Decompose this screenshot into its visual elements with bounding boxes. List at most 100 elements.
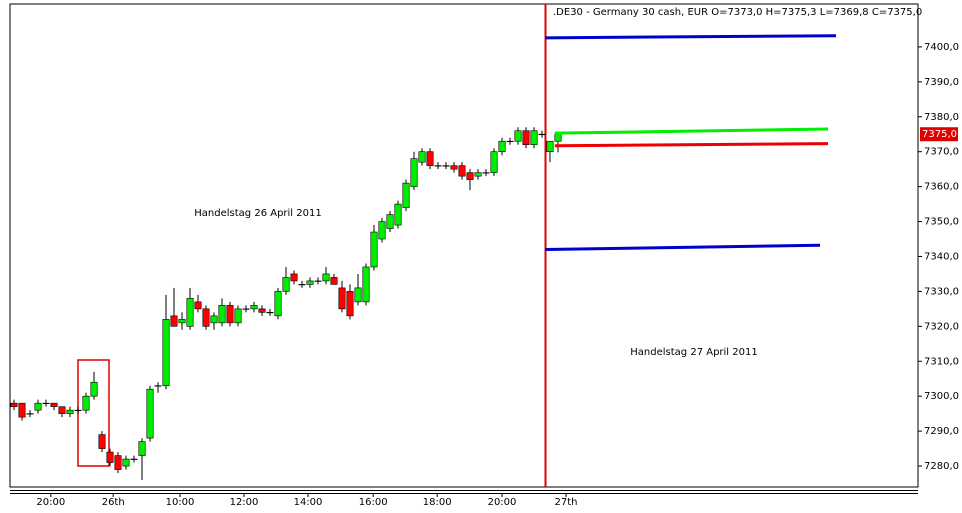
x-tick-label: 20:00 (488, 497, 517, 508)
candle-body (450, 165, 458, 170)
candle-body (130, 458, 138, 460)
candle-body (50, 402, 58, 407)
candle-body (330, 277, 338, 285)
candle-body (146, 388, 154, 439)
candle-body (194, 301, 202, 310)
candle-body (226, 305, 234, 324)
candle-body (514, 130, 522, 142)
level-line (554, 142, 829, 148)
y-tick-label: 7390,0 (924, 77, 959, 88)
candle-body (498, 140, 506, 152)
candle-body (298, 284, 306, 286)
candle-body (258, 308, 266, 313)
candle-body (162, 319, 170, 387)
candle-body (474, 172, 482, 177)
y-tick-label: 7330,0 (924, 286, 959, 297)
y-tick-label: 7350,0 (924, 217, 959, 228)
candle-body (138, 441, 146, 456)
annotation: Handelstag 26 April 2011 (194, 208, 321, 219)
candle-body (370, 231, 378, 268)
candle-body (122, 458, 130, 467)
candle-body (178, 319, 186, 324)
candle-body (538, 133, 546, 136)
x-tick-label: 18:00 (423, 497, 452, 508)
candle-body (314, 280, 322, 282)
annotation: Handelstag 27 April 2011 (630, 347, 757, 358)
candle-body (354, 287, 362, 303)
x-tick-label: 14:00 (294, 497, 323, 508)
candle-body (242, 308, 250, 310)
y-tick-label: 7340,0 (924, 251, 959, 262)
candle-body (546, 140, 554, 152)
candle-body (402, 182, 410, 208)
last-price-label: 7375,0 (922, 129, 957, 140)
candle-body (442, 165, 450, 167)
y-tick-label: 7310,0 (924, 356, 959, 367)
candle-body (186, 298, 194, 327)
candle-body (82, 395, 90, 411)
level-line (554, 127, 829, 135)
y-tick-label: 7380,0 (924, 112, 959, 123)
candle-body (90, 381, 98, 397)
candle-body (506, 140, 514, 143)
candle-body (218, 305, 226, 324)
x-tick-label: 16:00 (359, 497, 388, 508)
y-tick-label: 7360,0 (924, 182, 959, 193)
candle-body (266, 312, 274, 314)
x-tick-label: 27th (555, 497, 578, 508)
candle-body (394, 203, 402, 226)
candle-body (522, 130, 530, 146)
candle-body (490, 151, 498, 173)
y-tick-label: 7400,0 (924, 42, 959, 53)
candle-body (306, 280, 314, 285)
x-tick-label: 26th (102, 497, 125, 508)
y-tick-label: 7370,0 (924, 147, 959, 158)
candle-body (98, 434, 106, 449)
candle-body (18, 402, 26, 418)
candle-body (418, 151, 426, 163)
x-tick-label: 12:00 (230, 497, 259, 508)
candle-body (66, 409, 74, 414)
y-tick-label: 7290,0 (924, 426, 959, 437)
candle-body (466, 172, 474, 180)
y-tick-label: 7320,0 (924, 321, 959, 332)
candle-body (322, 273, 330, 282)
candle-body (346, 291, 354, 317)
candle-body (250, 305, 258, 310)
candle-body (458, 165, 466, 177)
candle-body (26, 413, 34, 415)
candle-body (34, 402, 42, 411)
candle-body (282, 277, 290, 292)
candle-body (106, 451, 114, 463)
candle-body (202, 308, 210, 327)
candle-body (290, 273, 298, 282)
candle-body (154, 385, 162, 387)
last-price-box (920, 127, 958, 142)
x-tick-label: 20:00 (36, 497, 65, 508)
candle-body (554, 133, 562, 142)
candle-body (530, 130, 538, 146)
candle-body (362, 266, 370, 303)
candle-body (378, 221, 386, 240)
y-tick-label: 7280,0 (924, 461, 959, 472)
candle-body (170, 315, 178, 327)
chart-title: .DE30 - Germany 30 cash, EUR O=7373,0 H=… (553, 7, 922, 18)
candle-body (482, 172, 490, 174)
candle-body (74, 409, 82, 411)
candle-body (386, 214, 394, 229)
candle-body (434, 165, 442, 167)
candle-body (410, 158, 418, 187)
candle-body (10, 402, 18, 407)
candle-body (274, 291, 282, 317)
level-line (545, 243, 821, 251)
candle-body (426, 151, 434, 166)
x-tick-label: 10:00 (166, 497, 195, 508)
y-tick-label: 7300,0 (924, 391, 959, 402)
candle-body (234, 308, 242, 324)
candle-body (114, 455, 122, 470)
level-line (545, 34, 837, 40)
candle-body (58, 406, 66, 414)
candle-body (338, 287, 346, 310)
